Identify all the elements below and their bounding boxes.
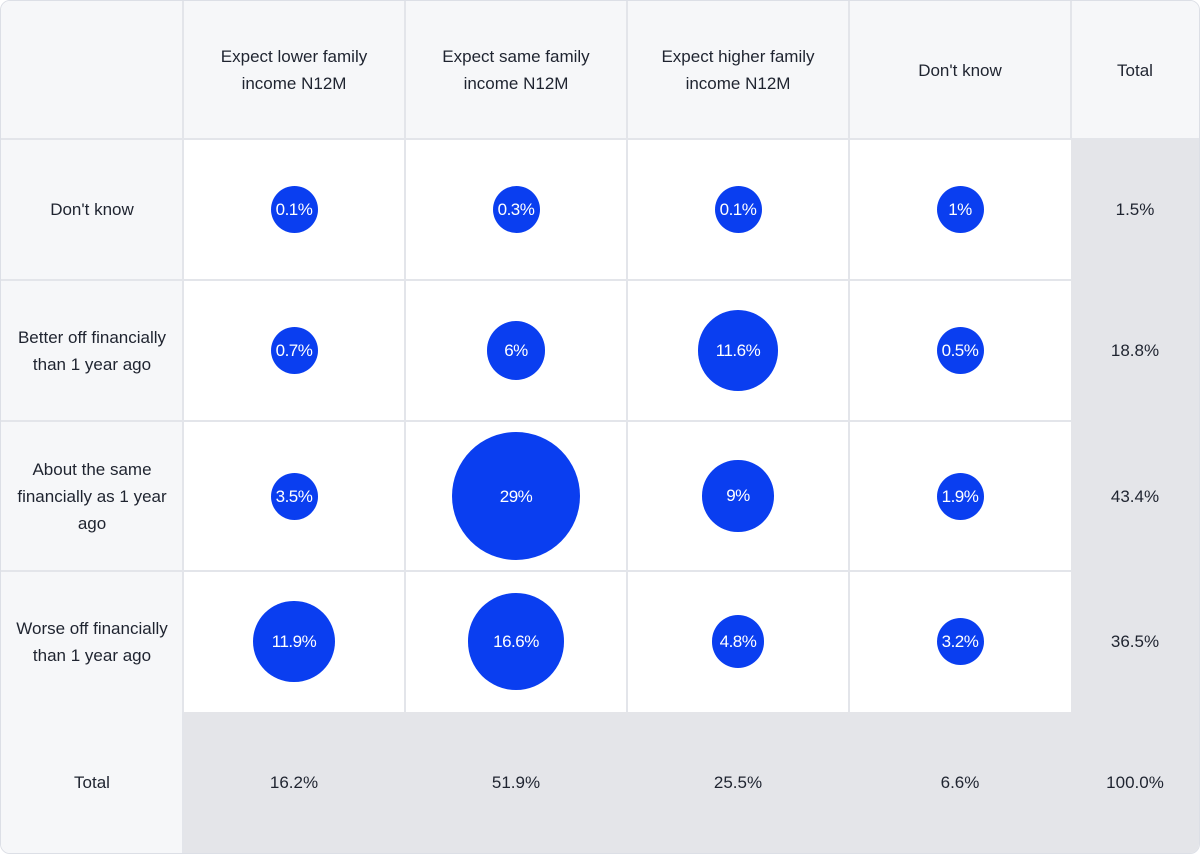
- column-header-text: Expect higher family income N12M: [661, 47, 815, 93]
- column-total: 51.9%: [405, 712, 627, 853]
- column-total-text: 51.9%: [491, 773, 541, 792]
- data-cell: 0.1%: [183, 139, 405, 280]
- grid-line-horizontal: [1, 279, 1071, 281]
- row-header-text: Don't know: [50, 200, 134, 219]
- row-total-text: 1.5%: [1115, 200, 1155, 219]
- grid-line-vertical: [848, 1, 850, 712]
- grid-line-vertical: [626, 1, 628, 712]
- data-bubble: 6%: [486, 321, 546, 380]
- data-cell: 1.9%: [849, 421, 1071, 571]
- data-cell: 1%: [849, 139, 1071, 280]
- grid-line-horizontal: [1, 420, 1071, 422]
- data-cell: 16.6%: [405, 571, 627, 712]
- data-cell: 6%: [405, 280, 627, 421]
- table-corner: [1, 1, 183, 139]
- grand-total: 100.0%: [1071, 712, 1199, 853]
- data-bubble: 0.7%: [270, 327, 318, 374]
- data-bubble: 4.8%: [711, 615, 765, 668]
- data-cell: 4.8%: [627, 571, 849, 712]
- data-label: 0.5%: [941, 341, 979, 360]
- data-bubble: 1.9%: [936, 472, 984, 520]
- column-header: Expect same family income N12M: [405, 1, 627, 139]
- column-header: Don't know: [849, 1, 1071, 139]
- data-bubble: 1%: [936, 186, 984, 233]
- column-header: Expect higher family income N12M: [627, 1, 849, 139]
- data-cell: 3.2%: [849, 571, 1071, 712]
- data-bubble: 0.1%: [270, 186, 318, 233]
- data-cell: 0.3%: [405, 139, 627, 280]
- data-cell: 0.7%: [183, 280, 405, 421]
- row-header: Don't know: [1, 139, 183, 280]
- data-label: 6%: [504, 340, 528, 360]
- data-cell: 9%: [627, 421, 849, 571]
- data-bubble: 3.5%: [270, 472, 318, 520]
- grid-line-vertical: [1070, 1, 1072, 139]
- row-header: Worse off financially than 1 year ago: [1, 571, 183, 712]
- column-total-text: 25.5%: [713, 773, 763, 792]
- data-bubble: 9%: [702, 460, 774, 532]
- data-bubble: 0.3%: [492, 186, 540, 233]
- row-header: Better off financially than 1 year ago: [1, 280, 183, 421]
- data-label: 9%: [726, 486, 750, 506]
- data-label: 29%: [499, 486, 533, 506]
- data-label: 4.8%: [719, 631, 757, 651]
- column-total-text: 6.6%: [940, 773, 980, 792]
- data-label: 3.5%: [275, 486, 313, 506]
- column-total: 6.6%: [849, 712, 1071, 853]
- data-label: 16.6%: [493, 631, 539, 651]
- data-label: 11.9%: [271, 631, 317, 651]
- row-header-text: About the same financially as 1 year ago: [17, 459, 167, 533]
- data-cell: 11.9%: [183, 571, 405, 712]
- grid-line-horizontal: [1, 570, 1071, 572]
- data-bubble: 16.6%: [467, 593, 565, 690]
- data-bubble: 11.6%: [697, 310, 779, 391]
- data-bubble: 29%: [452, 432, 580, 560]
- data-cell: 29%: [405, 421, 627, 571]
- data-label: 0.1%: [275, 200, 313, 219]
- column-header-total-text: Total: [1117, 60, 1153, 80]
- grand-total-text: 100.0%: [1106, 773, 1164, 792]
- row-header-total-text: Total: [74, 773, 110, 792]
- data-cell: 0.1%: [627, 139, 849, 280]
- data-bubble: 11.9%: [253, 600, 335, 683]
- data-cell: 11.6%: [627, 280, 849, 421]
- data-cell: 0.5%: [849, 280, 1071, 421]
- row-header-total: Total: [1, 712, 183, 853]
- data-bubble: 3.2%: [936, 618, 984, 665]
- grid-line-vertical: [404, 1, 406, 712]
- row-total: 36.5%: [1071, 571, 1199, 712]
- column-header-text: Don't know: [918, 60, 1002, 80]
- data-cell: 3.5%: [183, 421, 405, 571]
- grid-line-horizontal: [1, 138, 1199, 140]
- data-label: 0.1%: [719, 200, 757, 219]
- row-header-text: Worse off financially than 1 year ago: [16, 618, 168, 665]
- column-header-text: Expect same family income N12M: [442, 47, 590, 93]
- data-label: 0.3%: [497, 200, 535, 219]
- column-header: Expect lower family income N12M: [183, 1, 405, 139]
- row-header: About the same financially as 1 year ago: [1, 421, 183, 571]
- data-label: 1.9%: [941, 486, 979, 506]
- column-header-text: Expect lower family income N12M: [220, 47, 368, 93]
- data-bubble: 0.5%: [936, 327, 984, 374]
- row-total-text: 18.8%: [1110, 341, 1160, 360]
- data-label: 3.2%: [941, 632, 979, 651]
- data-label: 1%: [948, 200, 972, 219]
- data-label: 0.7%: [275, 341, 313, 360]
- row-header-text: Better off financially than 1 year ago: [17, 327, 167, 374]
- row-total: 1.5%: [1071, 139, 1199, 280]
- grid-line-vertical: [182, 1, 184, 712]
- data-label: 11.6%: [715, 340, 761, 360]
- grid-line-vertical: [182, 712, 184, 853]
- row-total: 43.4%: [1071, 421, 1199, 571]
- row-total-text: 43.4%: [1110, 486, 1160, 506]
- row-total-text: 36.5%: [1110, 632, 1160, 651]
- data-bubble: 0.1%: [714, 186, 762, 233]
- row-total: 18.8%: [1071, 280, 1199, 421]
- column-total-text: 16.2%: [269, 773, 319, 792]
- column-total: 25.5%: [627, 712, 849, 853]
- column-total: 16.2%: [183, 712, 405, 853]
- column-header-total: Total: [1071, 1, 1199, 139]
